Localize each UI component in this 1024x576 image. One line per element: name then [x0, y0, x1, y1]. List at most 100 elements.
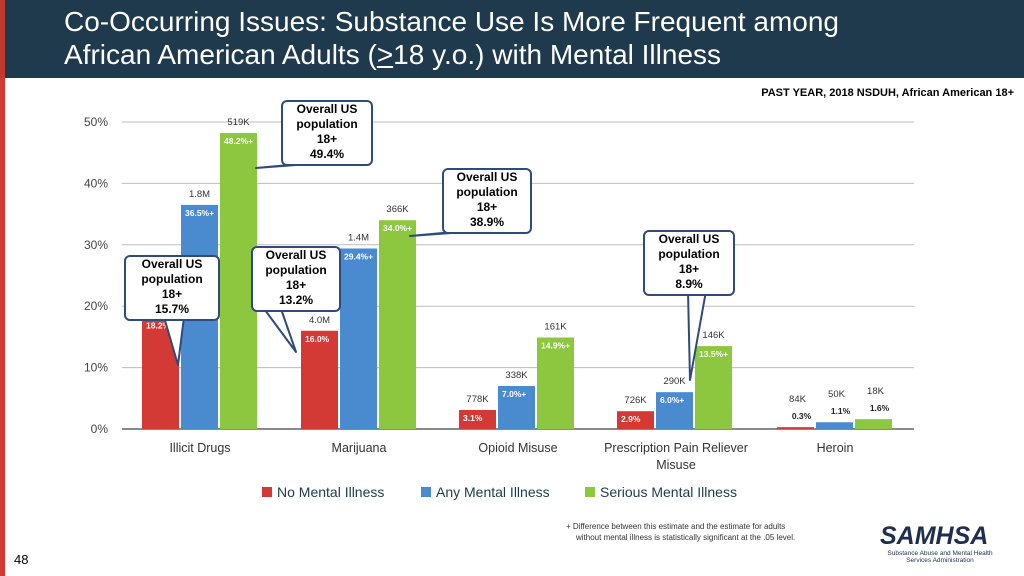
bar-count-label: 18K — [867, 386, 885, 397]
callout-marijuana-smi-overall: Overall US population 18+ 38.9% — [442, 168, 532, 234]
bar-value-label: 16.0% — [305, 334, 330, 344]
title-line-2-post: 18 y.o.) with Mental Illness — [393, 39, 722, 70]
bar-value-label: 1.1% — [831, 406, 851, 416]
title-red-strip — [0, 0, 5, 78]
bar-value-label: 2.9% — [621, 414, 641, 424]
legend-label: Serious Mental Illness — [600, 484, 737, 500]
bar-value-label: 13.5%+ — [699, 349, 728, 359]
title-ge-symbol: > — [376, 39, 394, 70]
callout-line: Overall US — [456, 170, 518, 184]
legend-label: Any Mental Illness — [436, 484, 550, 500]
bar-count-label: 1.8M — [189, 189, 210, 200]
y-tick-label: 50% — [84, 115, 108, 129]
callout-pointer — [261, 305, 297, 353]
bar-value-label: 14.9%+ — [541, 341, 570, 351]
callout-line: Overall US — [658, 232, 720, 246]
footnote: + Difference between this estimate and t… — [566, 521, 856, 543]
callout-line: 18+ — [678, 262, 700, 276]
callout-value: 13.2% — [278, 293, 314, 307]
callout-line: 18+ — [476, 200, 498, 214]
callout-value: 15.7% — [154, 302, 190, 316]
legend-item-serious-mental-illness: Serious Mental Illness — [585, 484, 737, 500]
bar-count-label: 726K — [624, 395, 647, 406]
page-title: Co-Occurring Issues: Substance Use Is Mo… — [64, 5, 964, 71]
bar-count-label: 1.4M — [348, 232, 369, 243]
bar-value-label: 6.0%+ — [660, 395, 684, 405]
bar-value-label: 36.5%+ — [185, 208, 214, 218]
bar-count-label: 778K — [466, 394, 489, 405]
x-category-label: Illicit Drugs — [169, 441, 230, 455]
samhsa-logo: SAMHSA Substance Abuse and Mental Health… — [880, 522, 1000, 565]
bar-count-label: 366K — [386, 204, 409, 215]
callout-line: 18+ — [285, 278, 307, 292]
left-red-border — [0, 78, 5, 576]
bar-count-label: 519K — [227, 117, 250, 128]
callout-marijuana-overall: Overall US population 18+ 13.2% — [251, 246, 341, 312]
bar — [301, 330, 338, 429]
bar-value-label: 29.4%+ — [344, 251, 373, 261]
callout-line: population — [456, 185, 518, 199]
callout-line: population — [296, 117, 358, 131]
legend-item-no-mental-illness: No Mental Illness — [262, 484, 384, 500]
x-category-label: Heroin — [817, 441, 854, 455]
callout-pain-reliever-overall: Overall US population 18+ 8.9% — [643, 230, 735, 296]
bar-count-label: 50K — [828, 389, 846, 400]
bar-count-label: 146K — [702, 330, 725, 341]
x-category-label: Misuse — [656, 458, 696, 472]
footnote-line-2: without mental illness is statistically … — [576, 533, 796, 542]
x-category-label: Prescription Pain Reliever — [604, 441, 748, 455]
legend-swatch — [262, 487, 272, 498]
footnote-line-1: + Difference between this estimate and t… — [566, 522, 786, 531]
callout-line: population — [658, 247, 720, 261]
legend-swatch — [421, 487, 431, 498]
y-tick-label: 40% — [84, 176, 108, 190]
page-number: 48 — [14, 552, 29, 567]
y-tick-label: 0% — [91, 422, 109, 436]
bar-value-label: 48.2%+ — [224, 136, 253, 146]
legend-swatch — [585, 487, 595, 498]
logo-tagline-1: Substance Abuse and Mental Health — [887, 550, 993, 557]
bar-count-label: 290K — [663, 376, 686, 387]
bar — [537, 337, 574, 429]
callout-value: 8.9% — [675, 277, 703, 291]
bar-count-label: 161K — [544, 322, 567, 333]
logo-tagline-2: Services Administration — [906, 557, 974, 564]
bar — [816, 422, 853, 429]
bar — [379, 220, 416, 429]
bar — [695, 346, 732, 429]
callout-line: Overall US — [265, 248, 327, 262]
bar — [855, 419, 892, 429]
callout-line: Overall US — [141, 257, 203, 271]
title-line-2-pre: African American Adults ( — [64, 39, 377, 70]
bar-value-label: 34.0%+ — [383, 223, 412, 233]
y-tick-label: 20% — [84, 299, 108, 313]
bar-value-label: 7.0%+ — [502, 389, 526, 399]
bar — [340, 248, 377, 429]
callout-illicit-overall: Overall US population 18+ 15.7% — [124, 255, 220, 321]
bar-count-label: 84K — [789, 394, 807, 405]
x-category-label: Marijuana — [332, 441, 387, 455]
bar-value-label: 18.2% — [146, 320, 171, 330]
callout-illicit-smi-overall: Overall US population 18+ 49.4% — [281, 100, 373, 166]
callout-value: 38.9% — [469, 215, 505, 229]
title-line-1: Co-Occurring Issues: Substance Use Is Mo… — [64, 6, 840, 37]
bar — [498, 386, 535, 429]
callout-line: population — [265, 263, 327, 277]
bar-count-label: 4.0M — [309, 315, 330, 326]
title-bar — [0, 0, 1024, 78]
bar — [459, 409, 496, 429]
logo-wordmark: SAMHSA — [880, 522, 989, 550]
chart-subhead: PAST YEAR, 2018 NSDUH, African American … — [761, 87, 1014, 99]
bar — [656, 392, 693, 429]
title-line-2: African American Adults (>18 y.o.) with … — [64, 38, 964, 71]
y-tick-label: 10% — [84, 361, 108, 375]
callout-value: 49.4% — [309, 147, 345, 161]
bar — [617, 411, 654, 429]
bar — [220, 133, 257, 429]
x-category-label: Opioid Misuse — [478, 441, 557, 455]
callout-line: 18+ — [161, 287, 183, 301]
bar — [777, 427, 814, 429]
bar-count-label: 338K — [505, 370, 528, 381]
legend-item-any-mental-illness: Any Mental Illness — [421, 484, 550, 500]
